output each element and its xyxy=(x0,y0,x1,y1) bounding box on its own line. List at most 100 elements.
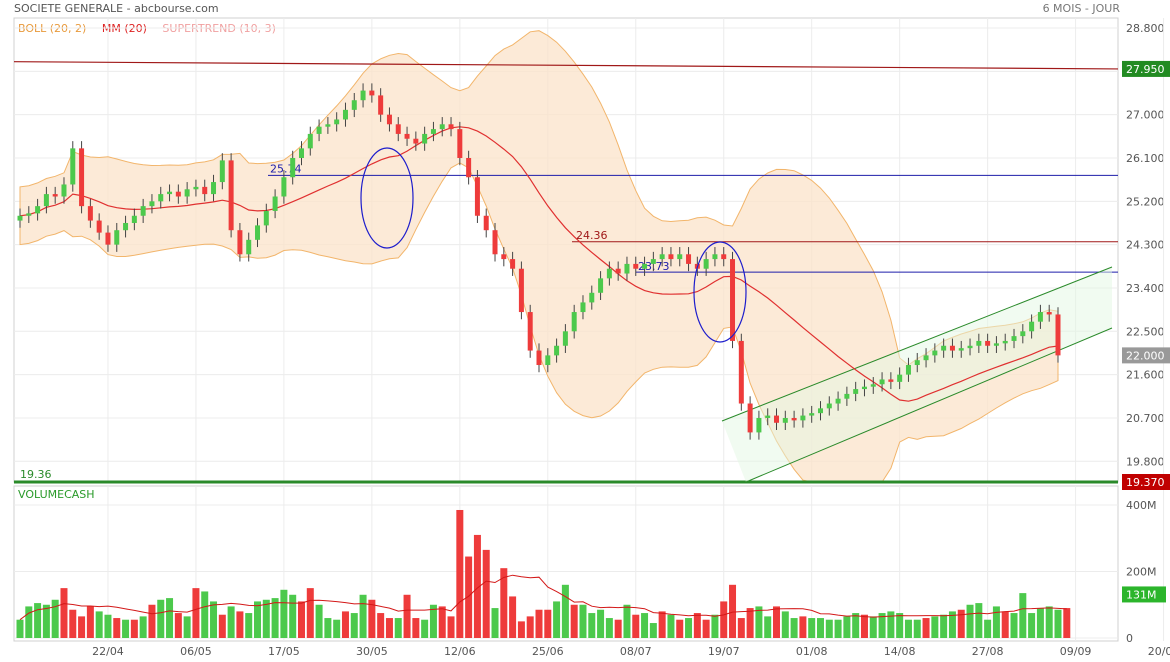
volume-bar xyxy=(368,599,376,638)
price-tick-label: 22.500 xyxy=(1126,325,1165,338)
candle xyxy=(747,403,753,433)
candle xyxy=(430,129,436,134)
candle xyxy=(43,194,49,207)
volume-bar xyxy=(966,604,974,638)
volume-bar xyxy=(218,614,226,638)
candle xyxy=(536,350,542,366)
candle xyxy=(140,206,146,216)
candle xyxy=(650,259,656,264)
candle xyxy=(606,268,612,279)
volume-bar xyxy=(297,601,305,638)
candle xyxy=(378,95,384,115)
candle xyxy=(70,148,76,185)
annotation-label: 19.36 xyxy=(20,468,52,481)
date-tick-label: 09/09 xyxy=(1060,645,1092,658)
volume-bar xyxy=(491,608,499,638)
volume-bar xyxy=(746,608,754,638)
volume-bar xyxy=(904,619,912,638)
chart-title: SOCIETE GENERALE - abcbourse.com xyxy=(14,2,219,15)
volume-bar xyxy=(676,619,684,638)
volume-bar xyxy=(667,614,675,638)
volume-bar xyxy=(166,598,174,638)
volume-bar xyxy=(860,614,868,638)
volume-bar xyxy=(623,604,631,638)
volume-bar xyxy=(984,619,992,638)
candle xyxy=(61,184,67,197)
candle xyxy=(272,196,278,211)
price-tick-label: 25.200 xyxy=(1126,195,1165,208)
candle xyxy=(246,239,252,255)
candle xyxy=(96,220,102,233)
volume-bar xyxy=(122,619,130,638)
volume-bar xyxy=(553,601,561,638)
candle xyxy=(281,177,287,197)
volume-bar xyxy=(210,601,218,638)
candle xyxy=(167,191,173,195)
volume-bar xyxy=(148,604,156,638)
candle xyxy=(756,417,762,433)
date-tick-label: 19/07 xyxy=(708,645,740,658)
candle xyxy=(765,415,771,418)
candle xyxy=(123,222,129,231)
candle xyxy=(1046,312,1052,315)
candle xyxy=(457,129,463,158)
candle xyxy=(483,215,489,231)
candle xyxy=(202,186,208,195)
volume-bar xyxy=(641,613,649,638)
volume-tick-label: 200M xyxy=(1126,566,1157,579)
volume-bar xyxy=(245,613,253,638)
candle xyxy=(976,340,982,346)
volume-bar xyxy=(421,619,429,638)
candle xyxy=(35,206,41,214)
price-tick-label: 28.800 xyxy=(1126,22,1165,35)
date-tick-label: 22/04 xyxy=(92,645,124,658)
volume-bar xyxy=(227,606,235,638)
volume-bar xyxy=(887,611,895,638)
volume-bar xyxy=(931,616,939,638)
candle xyxy=(175,191,181,197)
candle xyxy=(712,254,718,260)
volume-bar xyxy=(69,609,77,638)
highlight-ellipse xyxy=(693,241,747,343)
candle xyxy=(844,393,850,399)
volume-bar xyxy=(1010,613,1018,638)
candle xyxy=(386,114,392,125)
candle xyxy=(52,194,58,197)
candle xyxy=(527,312,533,351)
candle xyxy=(905,365,911,375)
candle xyxy=(721,254,727,260)
candle xyxy=(791,417,797,421)
candle xyxy=(1011,336,1017,341)
volume-bar xyxy=(412,618,420,638)
date-tick-label: 06/05 xyxy=(180,645,212,658)
price-tag-label: 19.370 xyxy=(1126,476,1165,489)
volume-bar xyxy=(948,611,956,638)
price-tick-label: 20.700 xyxy=(1126,412,1165,425)
volume-bar xyxy=(843,616,851,638)
candle xyxy=(835,398,841,404)
volume-bar xyxy=(42,604,50,638)
volume-bar xyxy=(1045,606,1053,638)
candle xyxy=(290,157,296,178)
candle xyxy=(26,213,32,216)
candle xyxy=(105,232,111,245)
volume-bar xyxy=(289,594,297,638)
volume-bar xyxy=(992,606,1000,638)
volume-bar xyxy=(16,619,24,638)
highlight-ellipse xyxy=(360,147,414,249)
volume-tick-label: 400M xyxy=(1126,499,1157,512)
price-tick-label: 23.400 xyxy=(1126,282,1165,295)
candle xyxy=(809,413,815,416)
volume-bar xyxy=(25,606,33,638)
volume-bar xyxy=(429,604,437,638)
annotation-label: 24.36 xyxy=(576,229,608,242)
candle xyxy=(307,133,313,149)
candle xyxy=(686,254,692,264)
volume-bar xyxy=(825,619,833,638)
candle xyxy=(184,189,190,197)
volume-bar xyxy=(658,611,666,638)
volume-bar xyxy=(649,623,657,638)
candle xyxy=(598,278,604,293)
volume-bar xyxy=(711,614,719,638)
price-tick-label: 21.600 xyxy=(1126,369,1165,382)
